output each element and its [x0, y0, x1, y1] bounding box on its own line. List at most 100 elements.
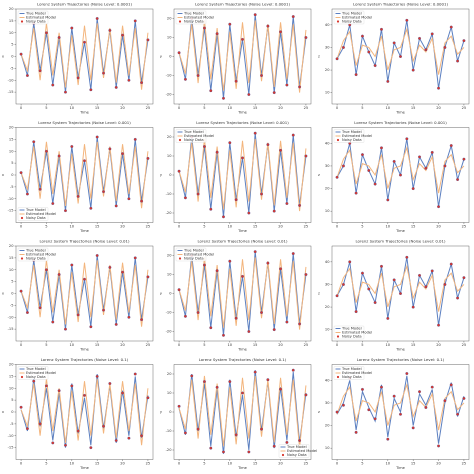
data-point — [64, 209, 67, 213]
y-tick-label: 10 — [9, 268, 14, 272]
data-point — [418, 273, 421, 277]
legend-box — [333, 366, 365, 380]
legend-label: Noisy Data — [26, 20, 46, 24]
data-point — [127, 78, 131, 82]
data-point — [411, 68, 415, 72]
x-tick-label: 10 — [70, 225, 75, 229]
x-tick-label: 15 — [411, 106, 416, 110]
data-point — [140, 199, 144, 203]
y-tick-label: 30 — [325, 164, 330, 168]
data-point — [354, 191, 358, 195]
legend-swatch — [336, 138, 340, 142]
data-point — [367, 287, 371, 291]
data-point — [83, 159, 86, 163]
data-point — [279, 30, 283, 34]
data-point — [399, 292, 402, 295]
data-point — [64, 443, 67, 447]
y-tick-label: 30 — [325, 401, 330, 405]
x-tick-label: 20 — [120, 225, 125, 229]
data-point — [209, 207, 213, 211]
y-tick-label: 10 — [325, 446, 330, 450]
x-tick-label: 20 — [436, 225, 441, 229]
legend-swatch — [20, 375, 24, 379]
subplot: Lorenz System Trajectories (Noise Level:… — [318, 239, 470, 352]
data-point — [272, 91, 276, 95]
x-tick-label: 25 — [462, 106, 467, 110]
legend-label: Noisy Data — [342, 335, 362, 339]
data-point — [437, 86, 441, 90]
data-point — [25, 192, 29, 196]
data-point — [247, 330, 251, 333]
x-tick-label: 20 — [436, 343, 441, 347]
data-point — [354, 73, 358, 77]
legend-box — [175, 10, 207, 25]
y-tick-label: 20 — [167, 17, 172, 21]
x-axis-label: Time — [79, 111, 90, 115]
data-point — [19, 289, 23, 293]
data-point — [241, 391, 244, 395]
data-point — [418, 36, 421, 40]
x-tick-label: 25 — [146, 462, 151, 466]
data-point — [260, 192, 263, 196]
data-point — [443, 164, 447, 168]
data-point — [51, 202, 55, 205]
x-tick-label: 0 — [336, 462, 339, 466]
subplot-title: Lorenz System Trajectories (Noise Level:… — [353, 2, 448, 7]
data-point — [146, 38, 150, 42]
subplot: Lorenz System Trajectories (Noise Level:… — [2, 2, 154, 115]
data-point — [449, 262, 453, 266]
data-point — [335, 410, 339, 414]
subplot: Lorenz System Trajectories (Noise Level:… — [160, 239, 312, 352]
y-axis-label: z — [318, 173, 320, 177]
data-point — [140, 434, 144, 438]
data-point — [424, 48, 428, 52]
y-tick-label: -10 — [166, 74, 173, 78]
series-line — [336, 382, 465, 431]
data-point — [64, 327, 67, 331]
x-axis-label: Time — [395, 229, 406, 233]
legend-box — [333, 325, 365, 340]
subplot-title: Lorenz System Trajectories (Noise Level:… — [354, 120, 447, 125]
subplot-title: Lorenz System Trajectories (Noise Level:… — [357, 357, 445, 362]
data-point — [222, 215, 225, 219]
data-point — [298, 322, 302, 326]
y-tick-label: -5 — [10, 303, 14, 307]
y-tick-label: 20 — [9, 126, 14, 130]
data-point — [127, 315, 131, 319]
y-tick-label: -20 — [166, 448, 173, 452]
data-point — [341, 403, 345, 407]
plot-area — [15, 8, 154, 105]
subplot-title: Lorenz System Trajectories (Noise Level:… — [195, 2, 290, 7]
data-point — [373, 64, 377, 67]
x-tick-label: 25 — [146, 343, 151, 347]
legend-label: Estimated Model — [342, 134, 372, 138]
y-tick-label: 10 — [167, 273, 172, 277]
y-tick-label: -20 — [166, 330, 173, 334]
data-point — [102, 190, 105, 194]
legend-box — [333, 129, 365, 143]
data-point — [38, 306, 42, 310]
legend-swatch — [20, 20, 24, 23]
data-point — [462, 396, 466, 400]
legend-label: True Model — [183, 130, 204, 134]
x-tick-label: 20 — [278, 343, 283, 347]
y-tick-label: 40 — [325, 23, 330, 27]
y-tick-label: -20 — [166, 211, 173, 215]
data-point — [89, 446, 93, 450]
data-point — [76, 76, 80, 80]
legend-box — [17, 366, 49, 380]
data-point — [76, 429, 80, 433]
x-tick-label: 0 — [20, 462, 23, 466]
data-point — [392, 41, 396, 45]
y-tick-label: 20 — [167, 372, 172, 376]
legend-label: Estimated Model — [184, 134, 214, 138]
y-tick-label: 20 — [167, 254, 172, 258]
data-point — [360, 34, 364, 38]
data-point — [253, 131, 257, 135]
y-tick-label: 0 — [169, 292, 172, 296]
data-point — [449, 144, 453, 148]
data-point — [51, 83, 55, 87]
y-tick-label: -10 — [8, 434, 15, 438]
